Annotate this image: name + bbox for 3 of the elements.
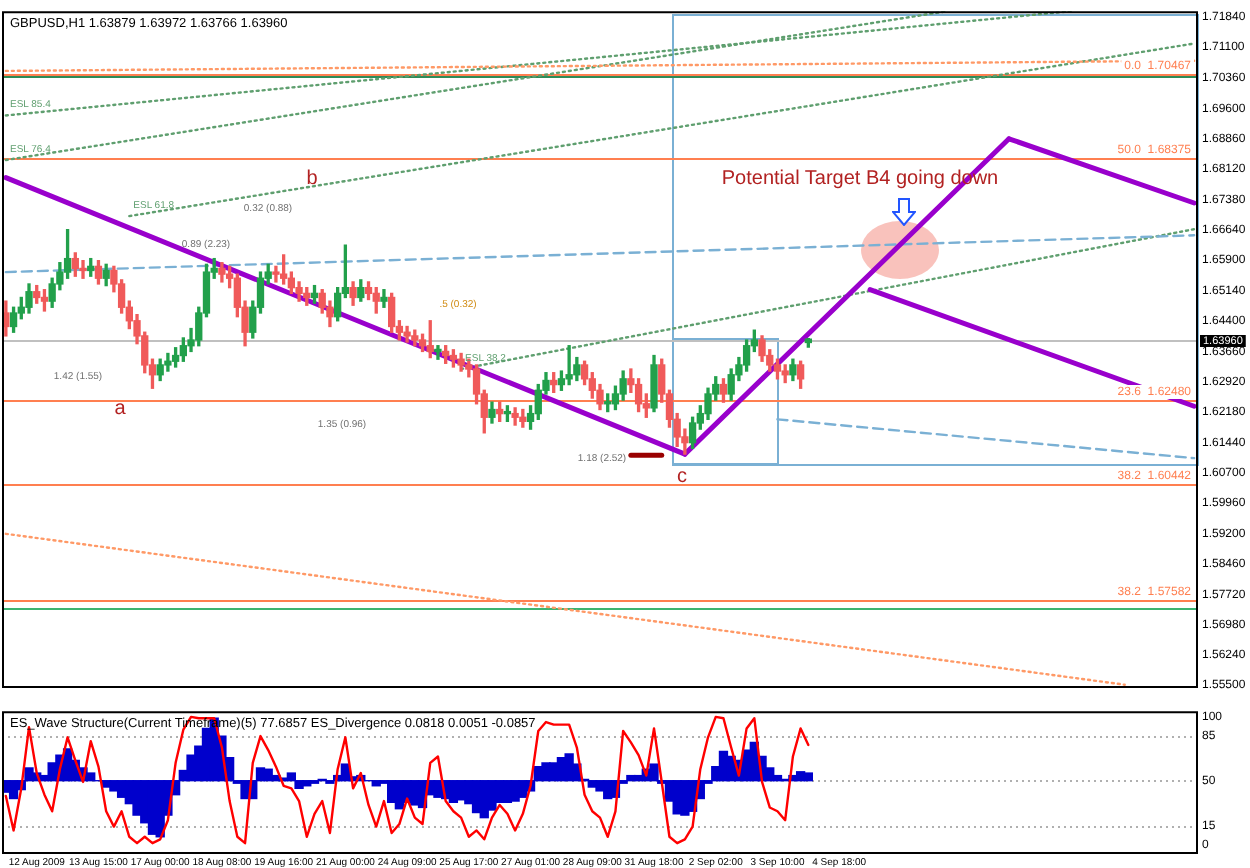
annotation: b [306, 167, 319, 190]
annotation: a [114, 397, 127, 420]
annotation: c [677, 465, 687, 488]
